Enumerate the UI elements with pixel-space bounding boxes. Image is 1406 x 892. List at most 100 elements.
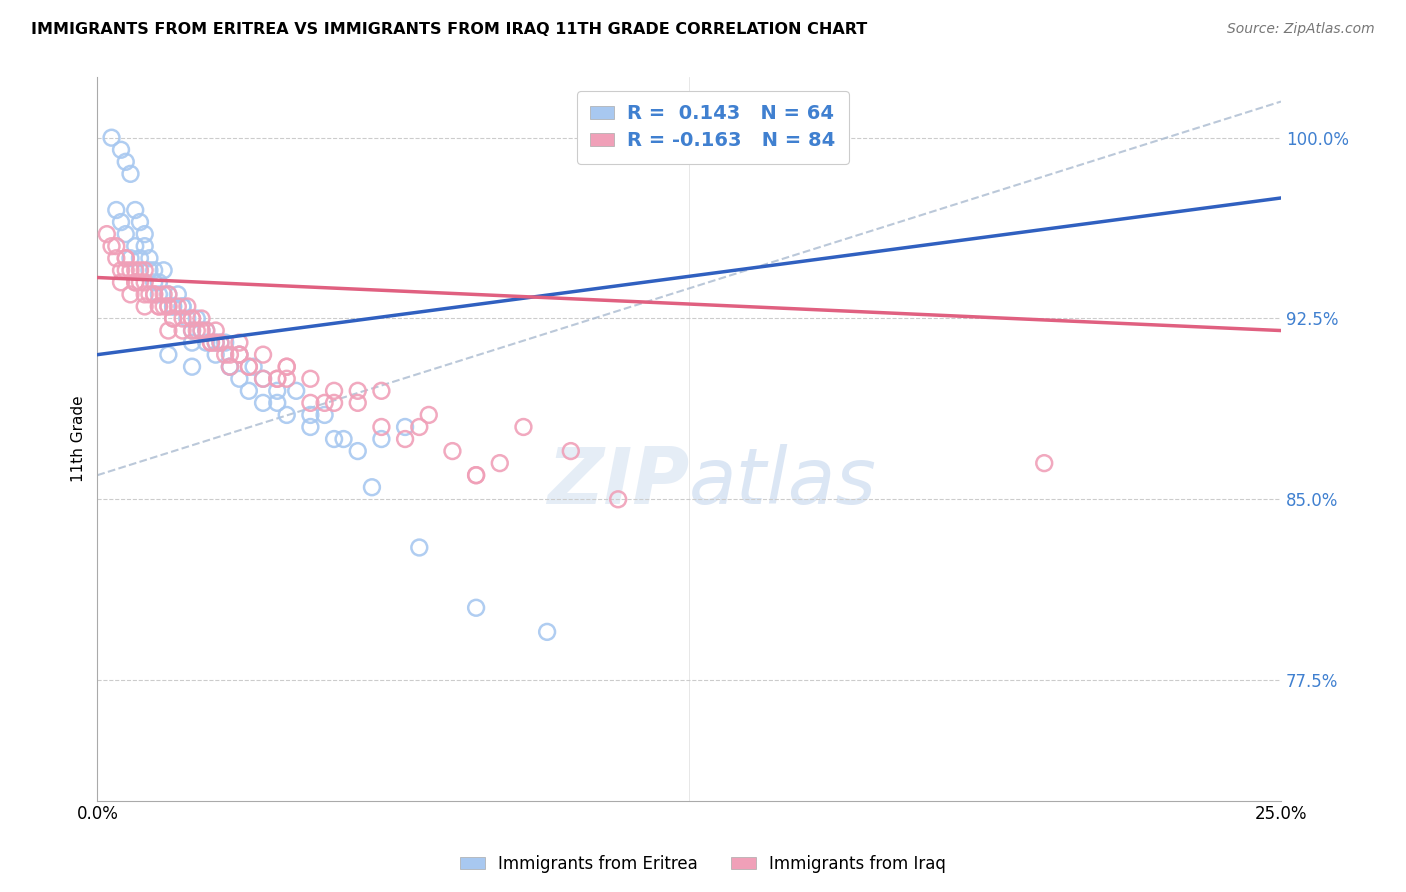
Point (536, 624, 558, 639)
Point (143, 287, 166, 301)
Point (195, 324, 218, 338)
Point (138, 263, 160, 277)
Point (228, 335, 250, 350)
Point (105, 252, 128, 266)
Point (124, 276, 146, 290)
Point (124, 239, 146, 253)
Point (346, 396, 368, 410)
Point (114, 227, 136, 241)
Point (124, 263, 146, 277)
Point (195, 324, 218, 338)
Point (143, 263, 166, 277)
Point (152, 287, 174, 301)
Point (134, 239, 156, 253)
Point (323, 396, 346, 410)
Point (166, 287, 188, 301)
Point (148, 300, 170, 314)
Point (285, 384, 308, 398)
Point (204, 324, 226, 338)
Point (266, 372, 288, 386)
Point (114, 252, 136, 266)
Point (148, 276, 170, 290)
Point (276, 372, 298, 386)
Point (110, 143, 132, 157)
Point (219, 359, 242, 374)
Point (172, 300, 194, 314)
Point (266, 372, 288, 386)
Text: atlas: atlas (689, 444, 877, 520)
Point (266, 384, 288, 398)
Point (209, 335, 232, 350)
Point (228, 348, 250, 362)
Point (181, 335, 204, 350)
Point (465, 600, 488, 615)
Point (105, 202, 128, 217)
Point (114, 154, 136, 169)
Point (408, 420, 430, 434)
Point (181, 324, 204, 338)
Point (560, 444, 582, 458)
Point (418, 408, 440, 422)
Text: ZIP: ZIP (547, 444, 689, 520)
Point (228, 348, 250, 362)
Legend: Immigrants from Eritrea, Immigrants from Iraq: Immigrants from Eritrea, Immigrants from… (453, 848, 953, 880)
Point (114, 252, 136, 266)
Point (512, 420, 534, 434)
Point (114, 263, 136, 277)
Point (105, 239, 128, 253)
Point (607, 492, 630, 507)
Point (110, 215, 132, 229)
Point (394, 432, 416, 446)
Y-axis label: 11th Grade: 11th Grade (72, 396, 86, 483)
Point (162, 300, 184, 314)
Point (148, 287, 170, 301)
Point (190, 324, 212, 338)
Point (157, 287, 180, 301)
Point (172, 324, 194, 338)
Point (488, 456, 510, 470)
Point (214, 335, 236, 350)
Point (394, 420, 416, 434)
Point (219, 359, 242, 374)
Point (465, 468, 488, 483)
Point (120, 167, 142, 181)
Point (124, 276, 146, 290)
Point (172, 311, 194, 326)
Point (157, 287, 180, 301)
Point (276, 359, 298, 374)
Point (100, 239, 122, 253)
Point (214, 348, 236, 362)
Point (129, 252, 152, 266)
Point (195, 335, 218, 350)
Point (120, 252, 142, 266)
Point (219, 359, 242, 374)
Point (181, 311, 204, 326)
Point (162, 311, 184, 326)
Point (157, 300, 180, 314)
Point (200, 335, 222, 350)
Point (370, 384, 392, 398)
Point (276, 359, 298, 374)
Point (134, 263, 156, 277)
Point (299, 408, 322, 422)
Point (186, 324, 208, 338)
Point (148, 300, 170, 314)
Point (332, 432, 354, 446)
Text: Source: ZipAtlas.com: Source: ZipAtlas.com (1227, 22, 1375, 37)
Point (152, 300, 174, 314)
Point (143, 276, 166, 290)
Point (134, 227, 156, 241)
Point (299, 372, 322, 386)
Point (162, 300, 184, 314)
Point (252, 396, 274, 410)
Point (129, 276, 152, 290)
Point (299, 420, 322, 434)
Point (238, 359, 260, 374)
Point (441, 444, 464, 458)
Point (266, 396, 288, 410)
Point (252, 372, 274, 386)
Point (228, 372, 250, 386)
Point (252, 348, 274, 362)
Point (110, 276, 132, 290)
Point (143, 287, 166, 301)
